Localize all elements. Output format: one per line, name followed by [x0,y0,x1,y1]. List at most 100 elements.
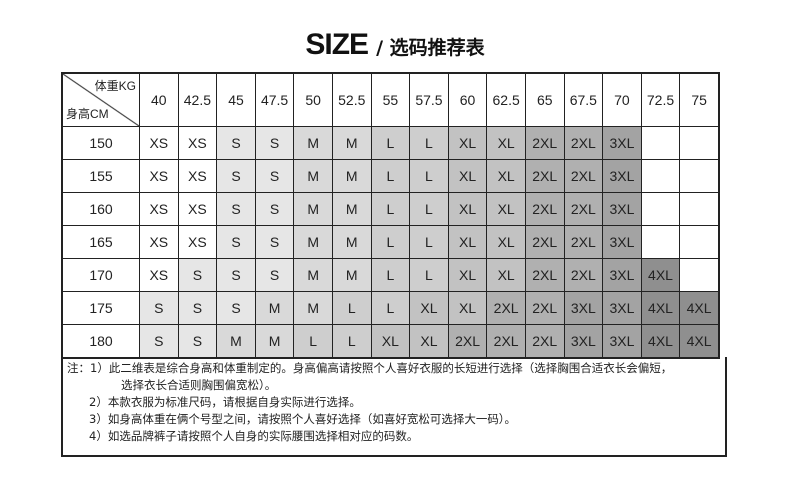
size-cell: XL [409,324,449,359]
size-cell: S [254,159,295,193]
size-cell: M [331,126,372,160]
header-row: 体重KG 身高CM 40 42.5 45 47.5 50 52.5 55 57.5 60 62.5… [61,72,720,127]
table-row: 170 XS S S S M M L L XL XL 2XL 2XL 3XL 4XL [61,258,720,292]
table-row: 160 XS XS S S M M L L XL XL 2XL 2XL 3XL [61,192,720,226]
size-cell: 2XL [524,192,565,226]
size-cell: L [409,225,449,259]
size-cell: 3XL [602,126,642,160]
size-cell: S [177,291,218,325]
table-row: 150 XS XS S S M M L L XL XL 2XL 2XL 3XL [61,126,720,160]
note-2: 2）本款衣服为标准尺码，请根据自身实际进行选择。 [89,395,361,409]
weight-header: 60 [447,72,488,127]
size-cell: 3XL [602,159,642,193]
size-cell: S [177,324,218,359]
title-main: SIZE [305,28,369,61]
size-cell: M [293,225,333,259]
size-cell: XS [177,225,218,259]
height-cell: 160 [61,192,140,226]
size-cell: L [370,126,411,160]
size-cell [640,159,681,193]
size-cell: 4XL [679,291,720,325]
size-cell: 4XL [679,324,720,359]
size-cell: 2XL [486,291,526,325]
size-cell: L [370,291,411,325]
size-cell: 3XL [602,192,642,226]
note-1-cont: 选择衣长合适则胸围偏宽松）。 [121,378,277,392]
notes: 注：1）此二维表是综合身高和体重制定的。身高偏高请按照个人喜好衣服的长短进行选择… [61,357,727,457]
size-cell: L [409,192,449,226]
size-cell: 3XL [602,291,642,325]
size-cell [679,258,720,292]
weight-header: 57.5 [409,72,449,127]
size-cell: S [216,192,256,226]
size-cell: 3XL [602,258,642,292]
size-cell: XS [139,225,179,259]
size-cell: XL [486,159,526,193]
size-cell: 2XL [524,126,565,160]
size-cell: 2XL [563,159,604,193]
size-cell: M [331,192,372,226]
corner-header: 体重KG 身高CM [61,72,140,127]
size-cell: 3XL [563,324,604,359]
size-cell: 2XL [447,324,488,359]
size-cell: M [331,258,372,292]
weight-header: 50 [293,72,333,127]
size-cell: S [254,225,295,259]
size-cell: 2XL [563,192,604,226]
height-label: 身高CM [66,107,109,121]
size-cell: S [216,159,256,193]
table-row: 165 XS XS S S M M L L XL XL 2XL 2XL 3XL [61,225,720,259]
size-cell: M [331,225,372,259]
size-cell: XL [447,258,488,292]
size-cell: 2XL [524,258,565,292]
size-cell: XS [139,126,179,160]
title-sub: / 选码推荐表 [376,37,485,59]
size-cell: XL [447,159,488,193]
size-cell [679,159,720,193]
size-cell: L [331,291,372,325]
size-cell: L [370,258,411,292]
size-cell: 2XL [563,258,604,292]
size-cell: XL [447,192,488,226]
height-cell: 170 [61,258,140,292]
note-4: 4）如选品牌裤子请按照个人自身的实际腰围选择相对应的码数。 [89,429,419,443]
page-title: SIZE / 选码推荐表 [0,28,790,62]
table-row: 175 S S S M M L L XL XL 2XL 2XL 3XL 3XL 4XL 4XL [61,291,720,325]
size-cell: S [216,258,256,292]
size-cell: 3XL [563,291,604,325]
size-cell: S [216,225,256,259]
weight-header: 40 [139,72,179,127]
size-cell: 2XL [563,225,604,259]
size-cell: M [331,159,372,193]
height-cell: 150 [61,126,140,160]
size-cell: M [293,159,333,193]
size-cell: S [139,291,179,325]
size-cell: L [370,225,411,259]
weight-header: 65 [524,72,565,127]
weight-header: 70 [602,72,642,127]
size-cell: XL [409,291,449,325]
size-cell: M [293,192,333,226]
size-cell: XS [139,159,179,193]
size-cell: XS [177,126,218,160]
size-cell: 2XL [524,324,565,359]
table-row: 180 S S M M L L XL XL 2XL 2XL 2XL 3XL 3XL 4XL 4XL [61,324,720,359]
size-cell: XL [370,324,411,359]
size-cell: 2XL [524,159,565,193]
size-cell: L [370,192,411,226]
size-cell: XL [486,258,526,292]
size-cell: XL [486,192,526,226]
note-1: 注：1）此二维表是综合身高和体重制定的。身高偏高请按照个人喜好衣服的长短进行选择… [67,361,673,375]
size-cell: S [216,126,256,160]
size-cell: XS [139,258,179,292]
size-cell: XL [447,291,488,325]
size-cell: XS [177,159,218,193]
size-cell: M [254,324,295,359]
size-cell: L [293,324,333,359]
size-cell: 4XL [640,291,681,325]
size-cell: S [254,126,295,160]
size-cell: L [409,159,449,193]
size-cell: S [254,258,295,292]
size-cell [640,126,681,160]
size-cell: S [139,324,179,359]
